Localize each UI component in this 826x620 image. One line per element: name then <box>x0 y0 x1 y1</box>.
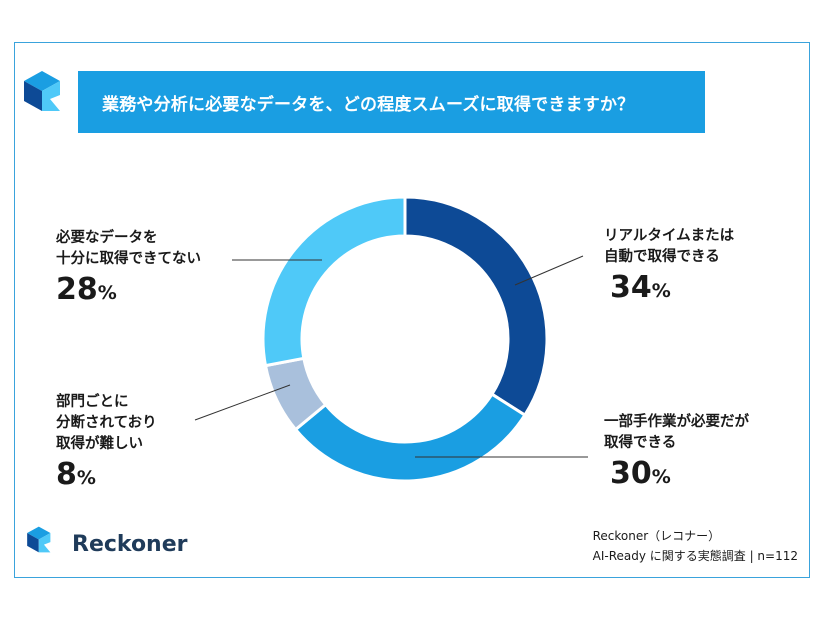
pct-insufficient-value: 28 <box>56 272 98 307</box>
label-scattered-line2: 分断されており <box>56 415 157 431</box>
slice-realtime <box>403 195 549 418</box>
label-realtime-line1: リアルタイムまたは <box>604 228 735 244</box>
pct-realtime-value: 34 <box>610 270 652 305</box>
label-realtime: リアルタイムまたは 自動で取得できる 34% <box>604 226 734 309</box>
footnote-line2: AI-Ready に関する実態調査 | n=112 <box>592 549 798 563</box>
leader-line-scattered <box>194 384 291 421</box>
label-scattered: 部門ごとに 分断されており 取得が難しい 8% <box>56 392 157 496</box>
label-partial: 一部手作業が必要だが 取得できる 30% <box>604 412 749 495</box>
pct-scattered: 8% <box>56 457 157 496</box>
footnote: Reckoner（レコナー） AI-Ready に関する実態調査 | n=112 <box>593 526 798 566</box>
pct-insufficient-unit: % <box>97 282 117 304</box>
footnote-line1: Reckoner（レコナー） <box>592 529 721 543</box>
pct-scattered-unit: % <box>76 467 96 489</box>
pct-partial-value: 30 <box>610 456 652 491</box>
label-partial-line2: 取得できる <box>604 435 677 451</box>
reckoner-brand-icon <box>27 526 51 553</box>
reckoner-logo-icon <box>24 71 60 111</box>
title-bar: 業務や分析に必要なデータを、どの程度スムーズに取得できますか？ <box>78 71 705 133</box>
slice-insufficient <box>261 195 407 368</box>
label-insufficient-line2: 十分に取得できてない <box>56 251 201 267</box>
label-scattered-line3: 取得が難しい <box>56 436 143 452</box>
chart-title: 業務や分析に必要なデータを、どの程度スムーズに取得できますか？ <box>102 94 635 115</box>
label-partial-line1: 一部手作業が必要だが <box>604 414 749 430</box>
brand: Reckoner <box>22 524 188 564</box>
pct-partial-unit: % <box>651 466 671 488</box>
pct-realtime-unit: % <box>651 280 671 302</box>
label-insufficient: 必要なデータを 十分に取得できてない 28% <box>56 228 201 311</box>
pct-realtime: 34% <box>610 270 734 309</box>
brand-name: Reckoner <box>72 531 188 557</box>
leader-line-realtime <box>514 255 584 286</box>
label-realtime-line2: 自動で取得できる <box>604 249 720 265</box>
pct-insufficient: 28% <box>56 272 201 311</box>
title-logo <box>16 67 78 129</box>
label-scattered-line1: 部門ごとに <box>56 394 129 410</box>
slice-partial <box>293 392 527 483</box>
pct-scattered-value: 8 <box>56 457 77 492</box>
label-insufficient-line1: 必要なデータを <box>56 230 158 246</box>
pct-partial: 30% <box>610 456 749 495</box>
